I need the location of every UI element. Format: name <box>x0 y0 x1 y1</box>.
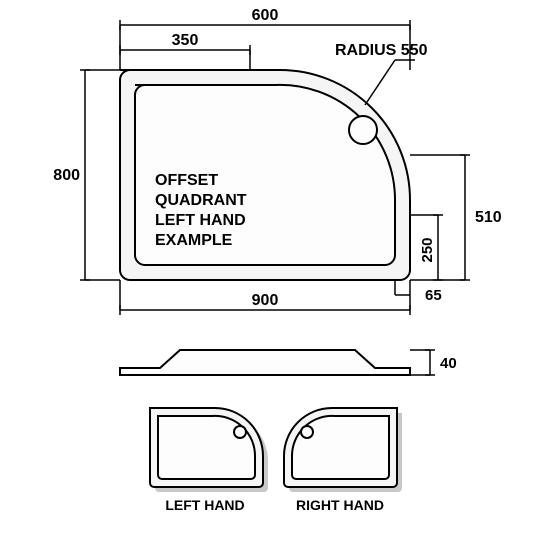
left-hand-thumb: LEFT HAND <box>150 408 268 513</box>
main-label-line2: QUADRANT <box>155 192 247 209</box>
main-label-line4: EXAMPLE <box>155 232 233 249</box>
dim-top-inner: 350 <box>172 32 199 49</box>
dim-bottom: 900 <box>252 292 279 309</box>
dim-left: 800 <box>53 167 80 184</box>
radius-label: RADIUS 550 <box>335 42 428 59</box>
dim-right-inner: 250 <box>419 237 436 262</box>
dim-top-outer: 600 <box>252 7 279 24</box>
right-hand-thumb: RIGHT HAND <box>284 408 402 513</box>
dim-bottom-right: 65 <box>425 287 442 304</box>
side-profile: 40 <box>120 350 457 375</box>
left-hand-label: LEFT HAND <box>165 497 244 513</box>
drain-hole-icon <box>349 116 377 144</box>
technical-drawing: 600 350 800 510 250 <box>0 0 535 535</box>
right-hand-label: RIGHT HAND <box>296 497 384 513</box>
dim-profile-height: 40 <box>440 355 457 372</box>
main-label-line1: OFFSET <box>155 172 218 189</box>
dim-right-outer: 510 <box>475 209 502 226</box>
main-label-line3: LEFT HAND <box>155 212 246 229</box>
